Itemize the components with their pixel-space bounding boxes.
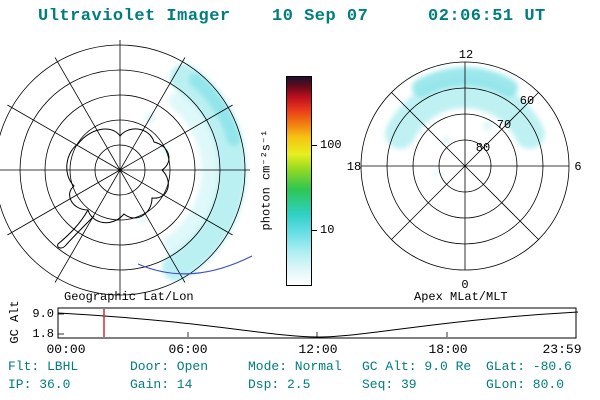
- colorbar-tick-mark: [311, 230, 317, 231]
- xtick-0000: 00:00: [46, 342, 86, 357]
- mlt-label-18: 18: [347, 160, 361, 174]
- colorbar-tick-10: 10: [320, 223, 335, 237]
- xtick-2359: 23:59: [542, 342, 582, 357]
- strip-frame: [57, 307, 577, 339]
- status-door: Door: Open: [130, 359, 209, 374]
- colorbar-axis-label: photon cm⁻²s⁻¹: [259, 129, 274, 231]
- xtick-1800: 18:00: [428, 342, 468, 357]
- status-mode: Mode: Normal: [248, 359, 342, 374]
- mlat-label-70: 70: [497, 118, 511, 132]
- altitude-curve: [57, 311, 579, 338]
- mlt-label-12: 12: [459, 48, 473, 62]
- apex-polar-plot: 12 18 6 0 60 70 80: [347, 48, 582, 292]
- strip-ticks: [58, 313, 448, 337]
- xtick-1200: 12:00: [298, 342, 338, 357]
- antarctica-coastline: [57, 128, 170, 249]
- status-ip: IP: 36.0: [8, 377, 71, 392]
- status-dsp: Dsp: 2.5: [248, 377, 311, 392]
- strip-ytick-top: 9.0: [32, 307, 54, 321]
- colorbar-tick-100: 100: [320, 138, 342, 152]
- status-gain: Gain: 14: [130, 377, 193, 392]
- geographic-polar-plot: [0, 40, 253, 296]
- status-flt: Flt: LBHL: [8, 359, 79, 374]
- geographic-grid: [0, 40, 250, 296]
- mlat-label-80: 80: [476, 141, 490, 155]
- caption-apex: Apex MLat/MLT: [414, 290, 508, 304]
- status-seq: Seq: 39: [362, 377, 417, 392]
- status-gc-alt: GC Alt: 9.0 Re: [362, 359, 472, 374]
- aurora-band-geo: [138, 64, 247, 281]
- orbit-track: [137, 255, 253, 275]
- app-title: Ultraviolet Imager: [38, 7, 231, 26]
- colorbar-tick-mark: [311, 145, 317, 146]
- strip-y-axis-label: GC Alt: [8, 300, 22, 344]
- strip-ytick-bottom: 1.8: [32, 327, 54, 341]
- date-label: 10 Sep 07: [272, 7, 369, 26]
- caption-geographic: Geographic Lat/Lon: [64, 290, 194, 304]
- apex-grid: [360, 61, 570, 271]
- colorbar-gradient: [286, 76, 312, 286]
- mlt-label-0: 0: [461, 278, 468, 292]
- xtick-0600: 06:00: [168, 342, 208, 357]
- status-glat: GLat: -80.6: [486, 359, 572, 374]
- gc-alt-strip-chart: [57, 307, 579, 339]
- time-label: 02:06:51 UT: [428, 7, 546, 26]
- mlt-label-6: 6: [574, 160, 581, 174]
- status-glon: GLon: 80.0: [486, 377, 565, 392]
- mlat-label-60: 60: [520, 94, 534, 108]
